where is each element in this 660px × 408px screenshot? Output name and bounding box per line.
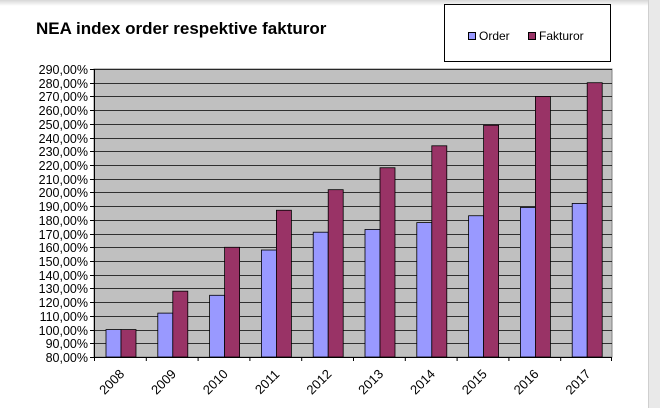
y-tick-label: 290,00%	[39, 63, 88, 77]
y-tick-label: 280,00%	[39, 77, 88, 91]
legend-item-order: Order	[468, 29, 510, 43]
x-tick-label: 2017	[562, 366, 593, 397]
y-tick-label: 260,00%	[39, 104, 88, 118]
y-tick-label: 250,00%	[39, 118, 88, 132]
y-tick-label: 230,00%	[39, 145, 88, 159]
x-tick-label: 2012	[303, 366, 334, 397]
chart-title: NEA index order respektive fakturor	[36, 19, 327, 38]
bar-order-2012	[312, 231, 329, 358]
y-tick-label: 120,00%	[39, 296, 88, 310]
x-tick-label: 2015	[459, 366, 490, 397]
bar-fakturor-2015	[483, 124, 500, 358]
legend-label-fakturor: Fakturor	[539, 29, 584, 43]
y-tick-label: 100,00%	[39, 324, 88, 338]
y-tick-label: 170,00%	[39, 228, 88, 242]
y-tick-label: 140,00%	[39, 269, 88, 283]
y-tick-label: 180,00%	[39, 214, 88, 228]
y-tick-label: 220,00%	[39, 159, 88, 173]
y-tick-label: 130,00%	[39, 282, 88, 296]
bar-fakturor-2012	[327, 189, 344, 358]
bar-order-2008	[105, 329, 122, 358]
bar-order-2010	[209, 294, 226, 358]
bar-order-2011	[260, 249, 277, 358]
bar-fakturor-2011	[275, 209, 292, 358]
bar-fakturor-2014	[431, 145, 448, 358]
bar-order-2015	[468, 215, 485, 358]
bar-order-2017	[571, 202, 588, 358]
y-tick-label: 210,00%	[39, 173, 88, 187]
legend-label-order: Order	[479, 29, 510, 43]
bar-order-2013	[364, 229, 381, 358]
bar-fakturor-2013	[379, 167, 396, 358]
x-tick-label: 2016	[511, 366, 542, 397]
y-tick-label: 80,00%	[46, 351, 88, 365]
bar-fakturor-2017	[586, 82, 603, 358]
y-tick-label: 240,00%	[39, 132, 88, 146]
x-tick-label: 2011	[252, 367, 282, 397]
legend-swatch-order	[468, 32, 476, 40]
bar-order-2009	[157, 312, 174, 358]
window-top-edge	[0, 0, 660, 6]
bar-order-2014	[416, 222, 433, 358]
y-tick-label: 270,00%	[39, 90, 88, 104]
chart-legend: Order Fakturor	[444, 4, 611, 62]
bar-fakturor-2010	[224, 246, 241, 358]
x-tick-label: 2009	[148, 366, 179, 397]
legend-swatch-fakturor	[528, 32, 536, 40]
y-tick-label: 150,00%	[39, 255, 88, 269]
x-tick-label: 2010	[200, 366, 231, 397]
window-right-edge	[648, 0, 660, 408]
x-tick-label: 2014	[407, 366, 438, 397]
y-tick-label: 160,00%	[39, 241, 88, 255]
bar-fakturor-2009	[172, 290, 189, 358]
y-tick-label: 110,00%	[40, 310, 88, 324]
y-tick-label: 200,00%	[39, 186, 88, 200]
legend-item-fakturor: Fakturor	[528, 29, 584, 43]
bar-order-2016	[520, 207, 536, 358]
x-tick-label: 2013	[355, 366, 386, 397]
y-tick-label: 90,00%	[46, 337, 88, 351]
x-tick-label: 2008	[96, 366, 127, 397]
y-tick-label: 190,00%	[39, 200, 88, 214]
bar-fakturor-2008	[120, 329, 137, 358]
bar-fakturor-2016	[535, 96, 551, 358]
